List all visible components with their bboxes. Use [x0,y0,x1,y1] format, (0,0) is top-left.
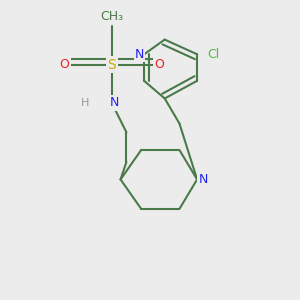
Text: N: N [110,96,119,110]
Text: O: O [154,58,164,71]
Text: S: S [107,58,116,72]
Text: O: O [60,58,70,71]
Text: H: H [81,98,89,108]
Text: CH₃: CH₃ [100,11,123,23]
Text: N: N [198,173,208,186]
Text: Cl: Cl [207,48,219,61]
Text: N: N [135,48,144,61]
